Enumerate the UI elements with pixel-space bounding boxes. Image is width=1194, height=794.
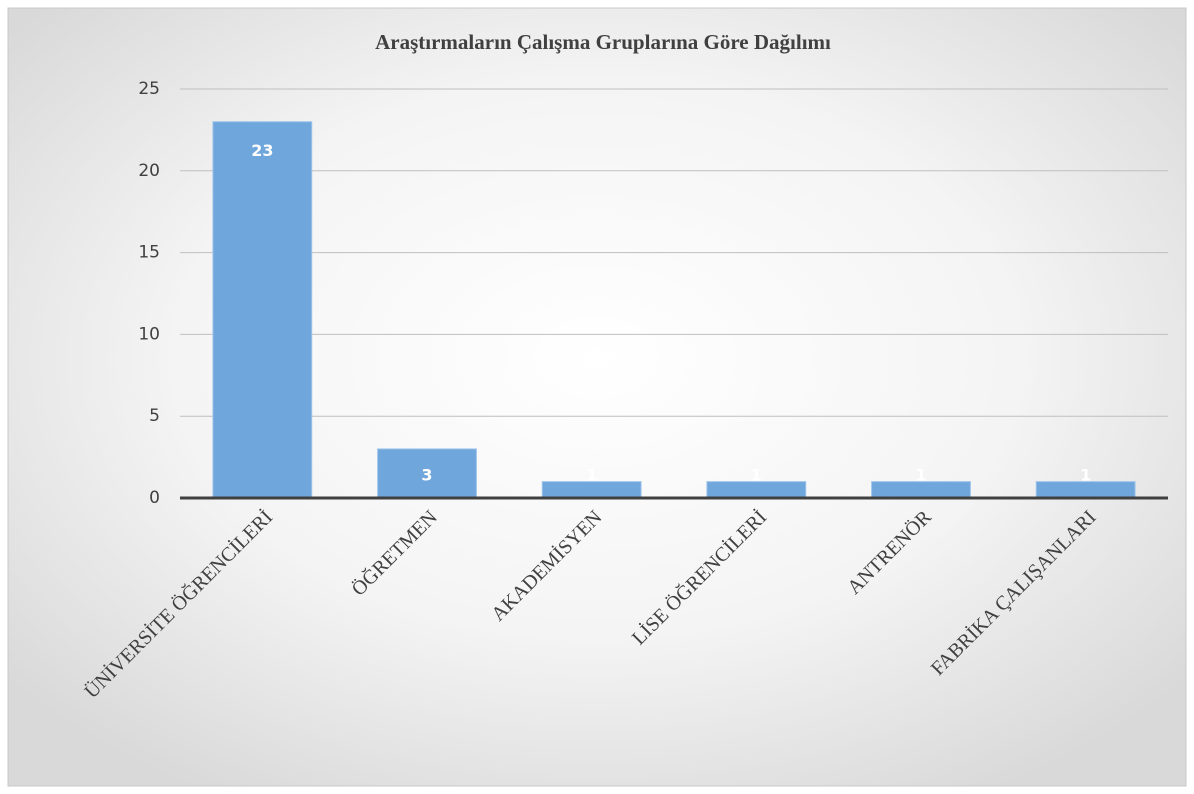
data-label: 1 <box>915 466 926 485</box>
y-tick-label: 25 <box>138 79 160 99</box>
data-label: 1 <box>751 466 762 485</box>
y-tick-label: 15 <box>138 243 160 263</box>
y-tick-label: 5 <box>149 406 160 426</box>
data-label: 1 <box>586 466 597 485</box>
chart-title: Araştırmaların Çalışma Gruplarına Göre D… <box>375 30 831 54</box>
y-tick-label: 10 <box>138 324 160 344</box>
chart-background <box>7 7 1187 787</box>
bar <box>377 448 477 499</box>
data-label: 1 <box>1080 466 1091 485</box>
bar <box>212 121 313 499</box>
data-label: 3 <box>421 466 432 485</box>
data-label: 23 <box>251 141 273 160</box>
y-tick-label: 20 <box>138 161 160 181</box>
y-tick-label: 0 <box>149 488 160 508</box>
